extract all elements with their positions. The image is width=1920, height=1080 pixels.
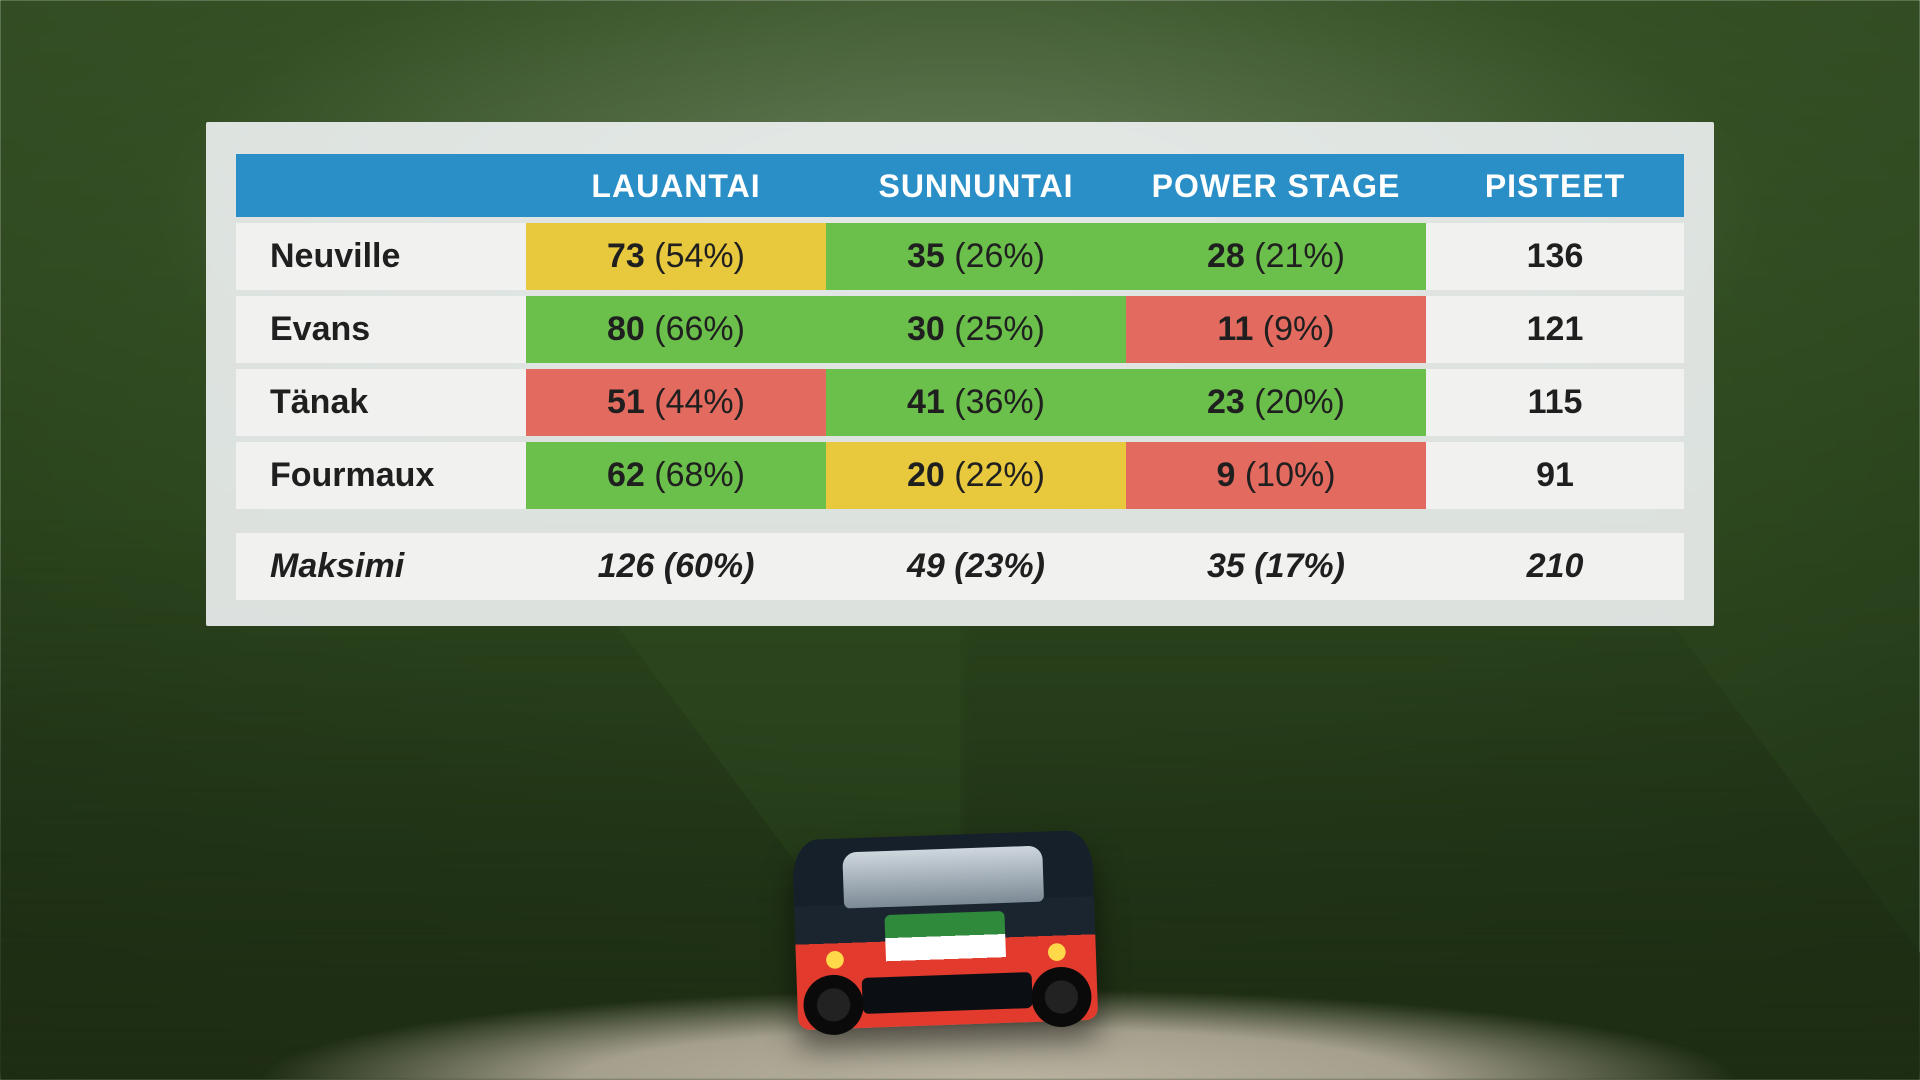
driver-name: Evans (236, 296, 526, 363)
stat-cell: 9 (10%) (1126, 442, 1426, 509)
stat-value: 23 (1207, 383, 1245, 421)
stat-cell: 73 (54%) (526, 223, 826, 290)
summary-cell: 49 (23%) (826, 533, 1126, 600)
summary-row: Maksimi126 (60%)49 (23%)35 (17%)210 (236, 533, 1684, 600)
points-table-panel: LAUANTAI SUNNUNTAI POWER STAGE PISTEET N… (206, 122, 1714, 626)
stat-pct: (20%) (1245, 383, 1345, 421)
stat-cell: 30 (25%) (826, 296, 1126, 363)
points-value: 136 (1527, 237, 1584, 275)
stat-value: 62 (607, 456, 645, 494)
col-header-powerstage: POWER STAGE (1126, 154, 1426, 217)
points-cell: 91 (1426, 442, 1684, 509)
stat-pct: (36%) (945, 383, 1045, 421)
stat-cell: 62 (68%) (526, 442, 826, 509)
points-cell: 136 (1426, 223, 1684, 290)
driver-name: Tänak (236, 369, 526, 436)
stat-pct: (10%) (1235, 456, 1335, 494)
stat-value: 28 (1207, 237, 1245, 275)
col-header-empty (236, 154, 526, 217)
table-body: Neuville73 (54%)35 (26%)28 (21%)136Evans… (236, 223, 1684, 600)
rally-car-graphic (792, 830, 1098, 1030)
stat-pct: (9%) (1253, 310, 1334, 348)
summary-pct: (23%) (945, 547, 1045, 585)
summary-label: Maksimi (236, 533, 526, 600)
table-row: Neuville73 (54%)35 (26%)28 (21%)136 (236, 223, 1684, 290)
points-cell: 115 (1426, 369, 1684, 436)
points-value: 91 (1536, 456, 1574, 494)
stat-value: 30 (907, 310, 945, 348)
stat-value: 80 (607, 310, 645, 348)
table-row: Tänak51 (44%)41 (36%)23 (20%)115 (236, 369, 1684, 436)
stat-cell: 11 (9%) (1126, 296, 1426, 363)
stat-cell: 51 (44%) (526, 369, 826, 436)
table-row: Fourmaux62 (68%)20 (22%)9 (10%)91 (236, 442, 1684, 509)
stat-value: 11 (1217, 310, 1253, 348)
stat-value: 35 (907, 237, 945, 275)
stat-cell: 28 (21%) (1126, 223, 1426, 290)
summary-value: 35 (1207, 547, 1245, 585)
col-header-pisteet: PISTEET (1426, 154, 1684, 217)
summary-value: 126 (598, 547, 655, 585)
stat-value: 20 (907, 456, 945, 494)
col-header-sunnuntai: SUNNUNTAI (826, 154, 1126, 217)
stat-cell: 35 (26%) (826, 223, 1126, 290)
col-header-lauantai: LAUANTAI (526, 154, 826, 217)
stat-pct: (66%) (645, 310, 745, 348)
stat-pct: (21%) (1245, 237, 1345, 275)
stat-value: 73 (607, 237, 645, 275)
points-cell: 121 (1426, 296, 1684, 363)
stat-value: 41 (907, 383, 945, 421)
stat-pct: (22%) (945, 456, 1045, 494)
summary-value: 49 (907, 547, 945, 585)
stat-pct: (44%) (645, 383, 745, 421)
points-table: LAUANTAI SUNNUNTAI POWER STAGE PISTEET N… (236, 148, 1684, 606)
table-header-row: LAUANTAI SUNNUNTAI POWER STAGE PISTEET (236, 154, 1684, 217)
summary-cell: 126 (60%) (526, 533, 826, 600)
stat-pct: (25%) (945, 310, 1045, 348)
summary-cell: 35 (17%) (1126, 533, 1426, 600)
driver-name: Fourmaux (236, 442, 526, 509)
summary-pct: (60%) (654, 547, 754, 585)
summary-points: 210 (1426, 533, 1684, 600)
stat-pct: (54%) (645, 237, 745, 275)
row-gap (236, 515, 1684, 527)
stat-cell: 20 (22%) (826, 442, 1126, 509)
points-value: 121 (1527, 310, 1584, 348)
stat-cell: 41 (36%) (826, 369, 1126, 436)
table-row: Evans80 (66%)30 (25%)11 (9%)121 (236, 296, 1684, 363)
points-value: 115 (1528, 383, 1583, 421)
stat-cell: 23 (20%) (1126, 369, 1426, 436)
stat-pct: (26%) (945, 237, 1045, 275)
stat-cell: 80 (66%) (526, 296, 826, 363)
stat-value: 51 (607, 383, 645, 421)
summary-pct: (17%) (1245, 547, 1345, 585)
stat-pct: (68%) (645, 456, 745, 494)
driver-name: Neuville (236, 223, 526, 290)
stat-value: 9 (1216, 456, 1235, 494)
